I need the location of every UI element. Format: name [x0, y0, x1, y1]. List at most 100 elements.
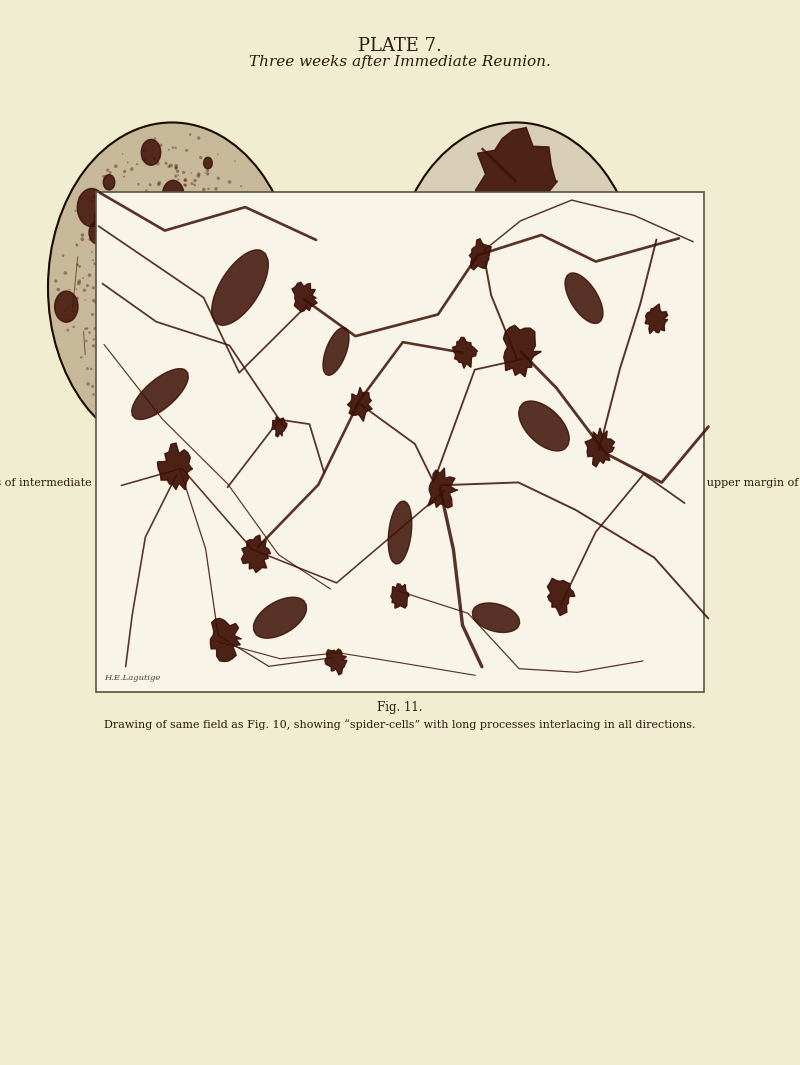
Point	[148, 130, 161, 147]
Point	[194, 232, 207, 249]
Point	[194, 149, 207, 166]
Point	[127, 285, 140, 302]
Point	[216, 274, 229, 291]
Point	[177, 208, 190, 225]
Point	[183, 213, 196, 230]
Point	[98, 364, 110, 381]
Point	[188, 402, 201, 419]
Text: Three weeks after Immediate Reunion.: Three weeks after Immediate Reunion.	[249, 55, 551, 69]
Point	[120, 231, 133, 248]
Point	[86, 378, 99, 395]
Point	[207, 282, 220, 299]
Point	[189, 206, 202, 223]
Point	[112, 291, 125, 308]
Point	[94, 225, 106, 242]
Point	[162, 158, 175, 175]
Point	[132, 176, 145, 193]
Point	[164, 295, 177, 312]
Point	[148, 283, 161, 300]
Point	[178, 164, 190, 181]
Circle shape	[244, 247, 259, 266]
Point	[265, 241, 278, 258]
Point	[158, 229, 170, 246]
Point	[212, 214, 225, 231]
Point	[98, 262, 110, 279]
Point	[254, 357, 267, 374]
Point	[70, 235, 83, 252]
Point	[158, 269, 171, 286]
Point	[226, 275, 239, 292]
Circle shape	[78, 189, 106, 227]
Point	[184, 381, 197, 398]
Point	[87, 292, 100, 309]
Point	[139, 264, 152, 281]
Point	[111, 206, 124, 223]
Point	[185, 328, 198, 345]
Point	[202, 165, 214, 182]
Point	[83, 324, 96, 341]
Point	[179, 290, 192, 307]
Polygon shape	[391, 584, 409, 608]
Point	[237, 233, 250, 250]
Point	[218, 322, 230, 339]
Point	[83, 266, 96, 283]
Point	[148, 227, 161, 244]
Point	[93, 327, 106, 344]
Point	[164, 294, 177, 311]
Point	[170, 140, 182, 157]
Point	[193, 282, 206, 299]
Point	[181, 312, 194, 329]
Polygon shape	[588, 231, 638, 302]
Circle shape	[192, 201, 216, 233]
Point	[214, 282, 226, 299]
Point	[178, 176, 191, 193]
Point	[200, 265, 213, 282]
Point	[123, 275, 136, 292]
Point	[162, 341, 174, 358]
Point	[253, 333, 266, 350]
Point	[147, 230, 160, 247]
Point	[134, 331, 147, 348]
Point	[134, 187, 146, 204]
Point	[147, 351, 160, 368]
Point	[94, 212, 107, 229]
Circle shape	[103, 175, 115, 190]
Point	[196, 326, 209, 343]
Point	[222, 255, 234, 272]
Point	[103, 330, 116, 347]
Point	[173, 334, 186, 351]
Point	[202, 305, 215, 322]
Polygon shape	[585, 428, 614, 466]
Point	[177, 268, 190, 285]
Point	[157, 215, 170, 232]
Point	[130, 415, 142, 432]
Point	[153, 279, 166, 296]
Point	[155, 198, 168, 215]
Point	[196, 240, 209, 257]
Point	[206, 210, 218, 227]
Point	[109, 408, 122, 425]
Point	[170, 247, 183, 264]
Point	[250, 339, 262, 356]
Point	[174, 231, 187, 248]
Point	[244, 269, 257, 286]
Point	[79, 321, 92, 338]
Point	[129, 262, 142, 279]
Point	[213, 275, 226, 292]
Point	[125, 399, 138, 416]
Point	[134, 280, 146, 297]
Point	[219, 283, 232, 300]
Point	[152, 268, 165, 285]
Point	[142, 315, 155, 332]
Point	[226, 247, 239, 264]
Point	[170, 245, 182, 262]
Point	[198, 191, 211, 208]
Point	[191, 315, 204, 332]
Point	[230, 239, 243, 256]
Point	[249, 297, 262, 314]
Point	[153, 340, 166, 357]
Point	[153, 187, 166, 204]
Point	[138, 282, 151, 299]
Point	[96, 167, 109, 184]
Point	[118, 280, 130, 297]
